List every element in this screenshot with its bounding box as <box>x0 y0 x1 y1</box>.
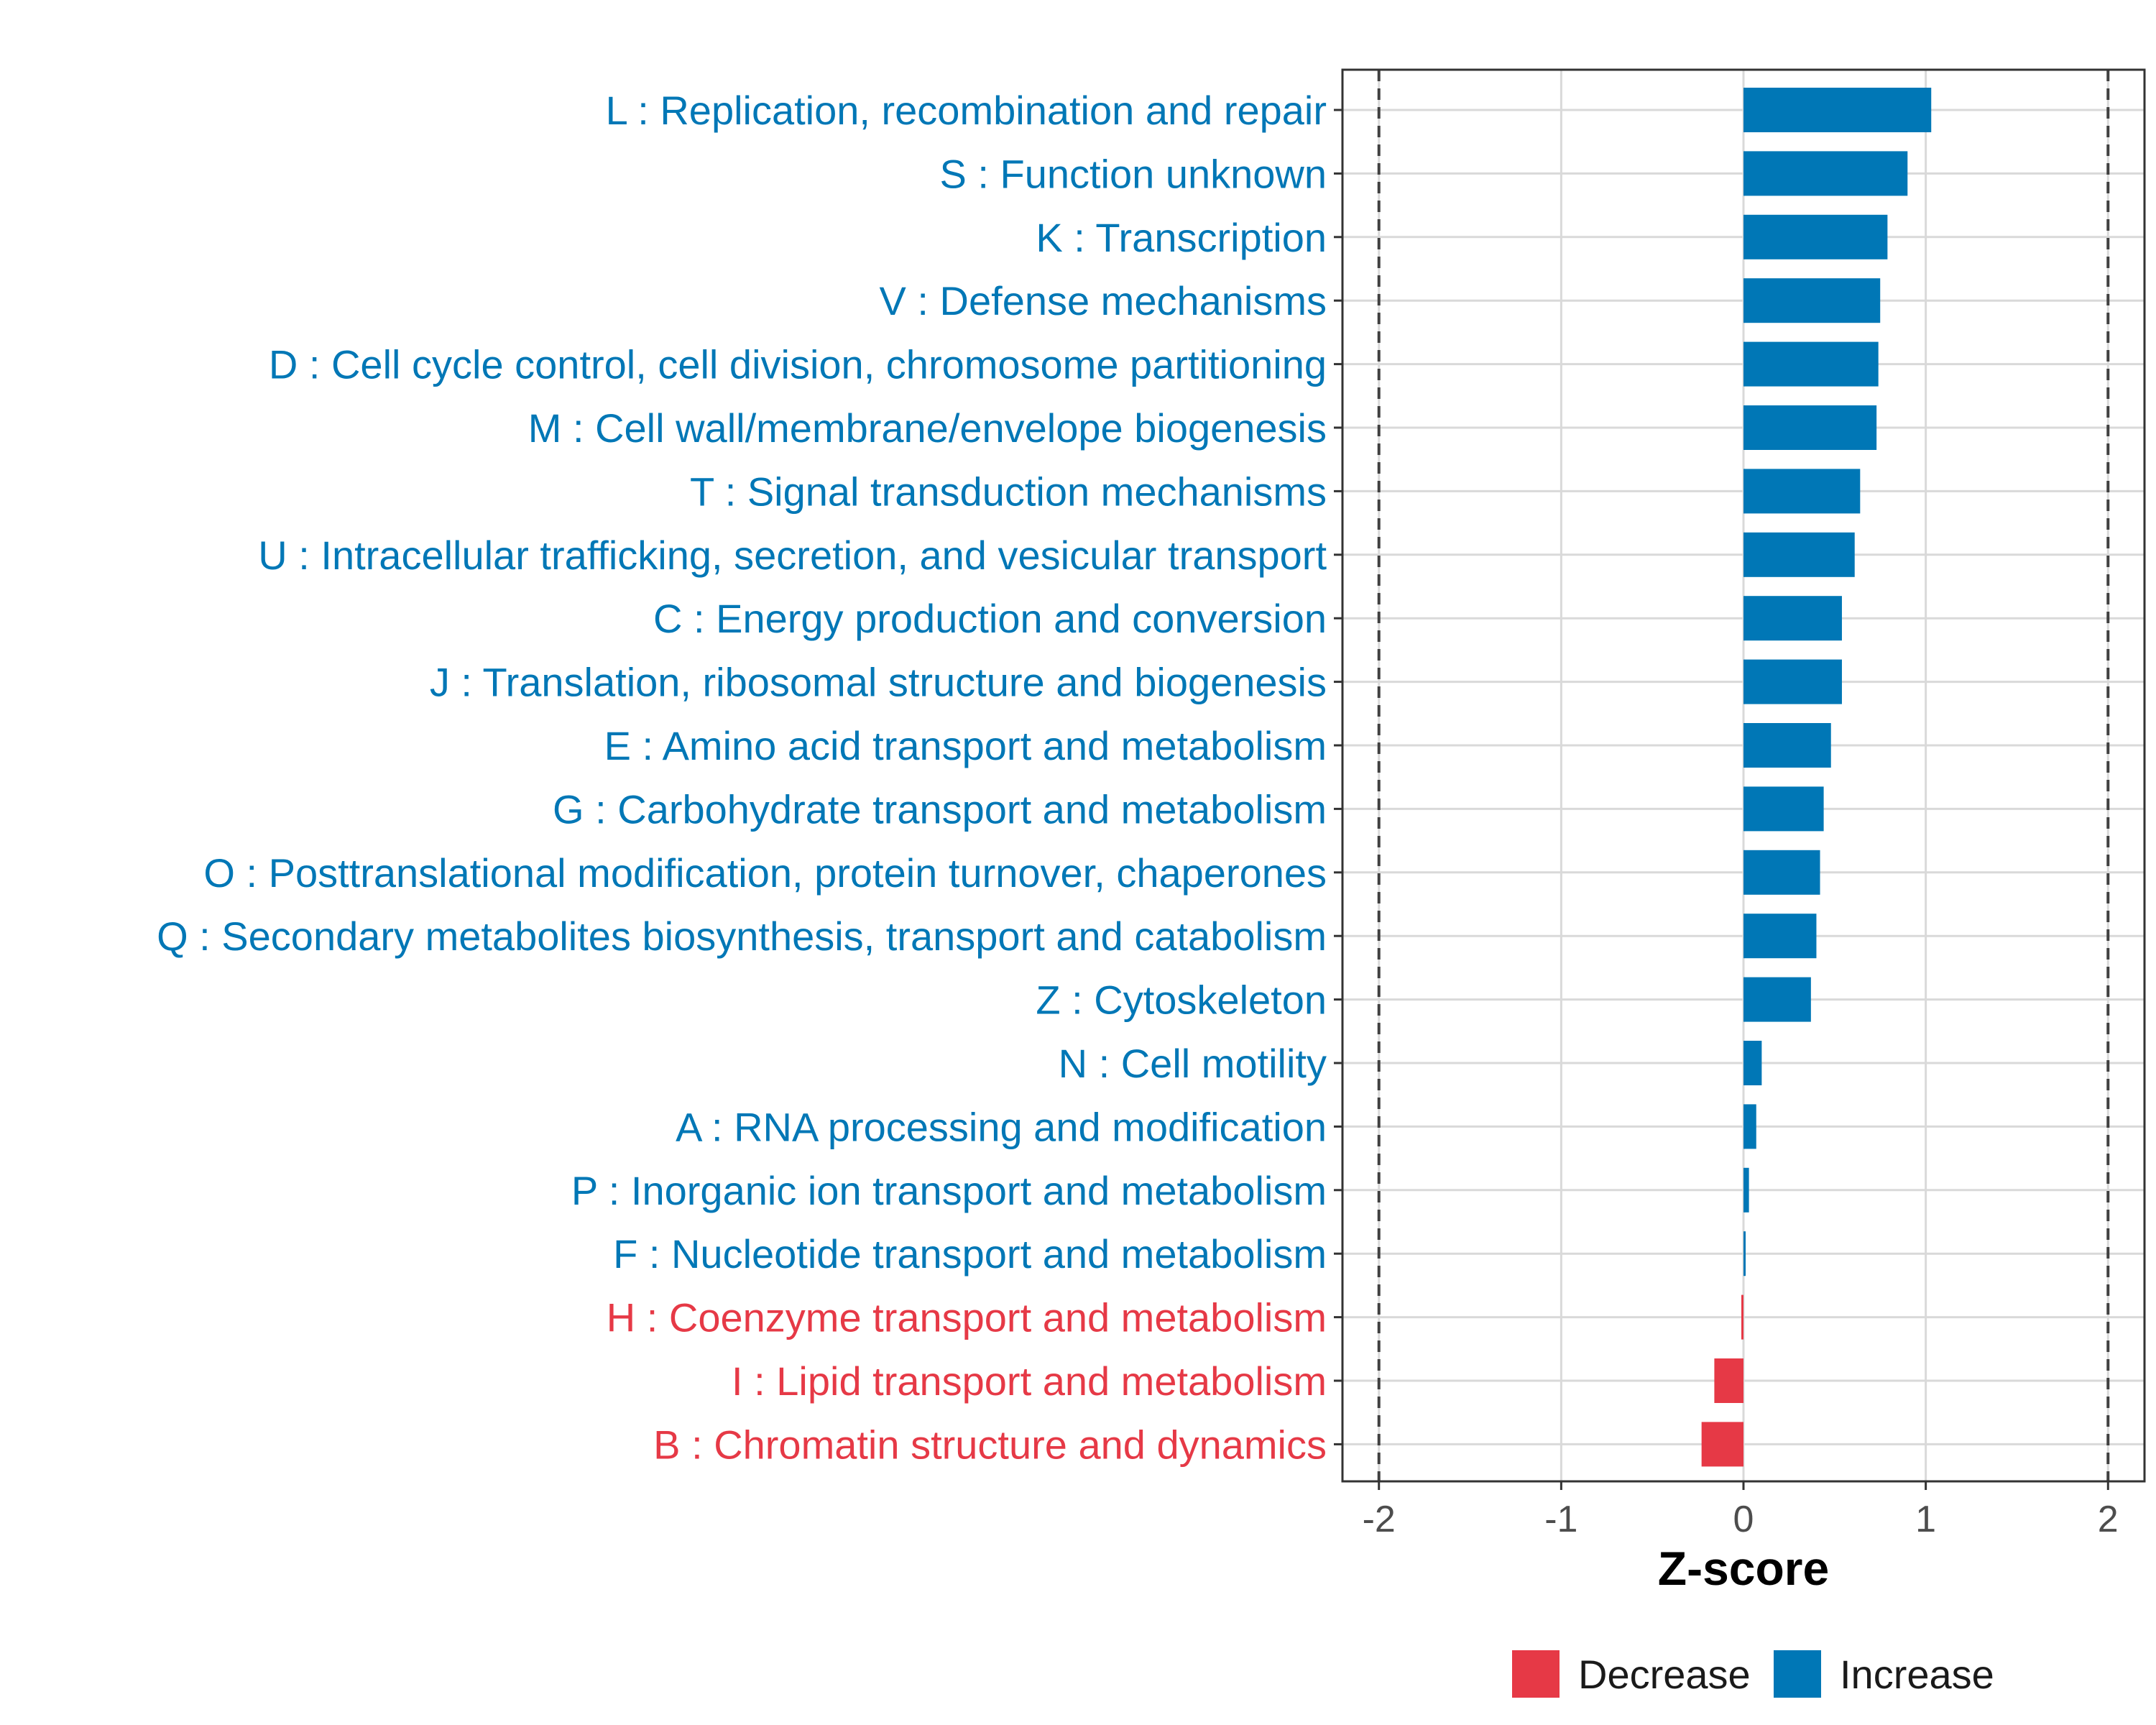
bar <box>1743 469 1861 514</box>
x-tick-label: -2 <box>1363 1499 1396 1540</box>
category-label: T : Signal transduction mechanisms <box>690 469 1327 514</box>
x-tick-label: 0 <box>1733 1499 1754 1540</box>
bar <box>1743 341 1879 387</box>
category-labels: L : Replication, recombination and repai… <box>157 88 1327 1467</box>
x-tick-label: 1 <box>1915 1499 1936 1540</box>
category-label: Z : Cytoskeleton <box>1036 978 1327 1023</box>
category-label: U : Intracellular trafficking, secretion… <box>258 533 1327 578</box>
category-label: Q : Secondary metabolites biosynthesis, … <box>157 914 1327 959</box>
threshold-lines <box>1377 70 2110 1481</box>
bar <box>1743 88 1932 132</box>
bar <box>1743 1041 1762 1085</box>
legend: Decrease Increase <box>1512 1650 1994 1698</box>
bar <box>1743 1167 1749 1213</box>
bar <box>1743 596 1842 641</box>
category-label: V : Defense mechanisms <box>880 278 1327 323</box>
category-label: J : Translation, ribosomal structure and… <box>430 660 1327 705</box>
x-axis-ticks: -2 -1 0 1 2 <box>1363 1481 2119 1540</box>
category-label: M : Cell wall/membrane/envelope biogenes… <box>528 405 1327 451</box>
increase-legend-label: Increase <box>1840 1652 1994 1697</box>
bar <box>1743 977 1811 1022</box>
bar <box>1743 1104 1756 1149</box>
bar <box>1701 1422 1743 1467</box>
bar <box>1743 659 1842 704</box>
category-label: C : Energy production and conversion <box>653 596 1327 641</box>
y-axis-ticks <box>1334 109 1342 1445</box>
category-label: E : Amino acid transport and metabolism <box>604 723 1327 768</box>
bar <box>1743 850 1820 895</box>
category-label: O : Posttranslational modification, prot… <box>203 850 1327 896</box>
category-label: H : Coenzyme transport and metabolism <box>607 1295 1327 1340</box>
x-tick-label: 2 <box>2098 1499 2119 1540</box>
category-label: D : Cell cycle control, cell division, c… <box>269 342 1327 387</box>
decrease-legend-label: Decrease <box>1578 1652 1751 1697</box>
bar <box>1743 914 1817 959</box>
category-label: I : Lipid transport and metabolism <box>732 1358 1327 1404</box>
category-label: F : Nucleotide transport and metabolism <box>613 1231 1327 1276</box>
bar <box>1743 151 1908 196</box>
bar <box>1743 723 1831 768</box>
bar <box>1743 1231 1746 1276</box>
bars <box>1701 88 1932 1467</box>
bar <box>1743 532 1855 577</box>
bar <box>1714 1358 1743 1403</box>
category-label: N : Cell motility <box>1059 1041 1327 1086</box>
bar <box>1743 214 1888 259</box>
category-label: G : Carbohydrate transport and metabolis… <box>553 786 1327 832</box>
bar <box>1743 405 1877 450</box>
x-tick-label: -1 <box>1544 1499 1577 1540</box>
category-label: B : Chromatin structure and dynamics <box>653 1422 1327 1467</box>
decrease-legend-key <box>1512 1650 1560 1698</box>
category-label: K : Transcription <box>1036 215 1327 260</box>
category-label: S : Function unknown <box>939 151 1327 196</box>
bar <box>1743 786 1824 832</box>
x-axis-title: Z-score <box>1658 1542 1829 1595</box>
category-label: P : Inorganic ion transport and metaboli… <box>571 1168 1327 1213</box>
category-label: A : RNA processing and modification <box>676 1104 1327 1149</box>
bar <box>1741 1294 1743 1340</box>
increase-legend-key <box>1774 1650 1821 1698</box>
bar <box>1743 278 1881 323</box>
category-label: L : Replication, recombination and repai… <box>606 88 1327 133</box>
